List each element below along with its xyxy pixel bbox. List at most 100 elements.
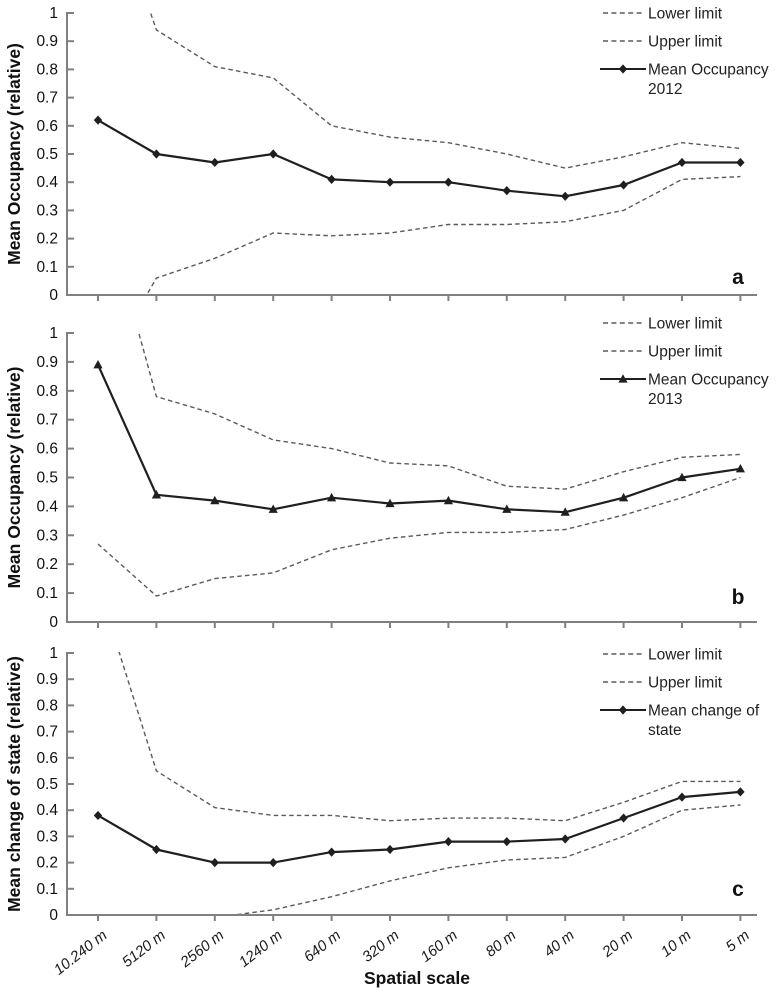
y-tick-label: 0.9 xyxy=(36,33,58,50)
panel-c-y-axis-title: Mean change of state (relative) xyxy=(4,656,24,912)
triangle-marker xyxy=(93,359,103,369)
y-tick-label: 0.1 xyxy=(36,585,58,602)
panel-letter-c: c xyxy=(732,878,744,901)
y-tick-label: 0.9 xyxy=(36,354,58,371)
legend-diamond-marker xyxy=(618,64,628,74)
diamond-marker xyxy=(269,149,278,159)
y-tick-label: 0.4 xyxy=(36,802,58,819)
y-tick-label: 0.3 xyxy=(36,202,58,219)
diamond-marker xyxy=(269,858,278,868)
y-tick-label: 0.2 xyxy=(36,855,58,872)
legend-triangle-marker xyxy=(618,374,628,383)
panel-c-legend-mean-change-of-state: Mean change of state xyxy=(600,703,760,739)
legend-label: Mean change of xyxy=(648,703,760,720)
y-tick-label: 0.3 xyxy=(36,527,58,544)
x-tick-label: 20 m xyxy=(599,927,637,962)
diamond-marker xyxy=(327,847,336,857)
panel-c-upper-limit-line xyxy=(118,652,741,822)
y-tick-label: 0.8 xyxy=(36,383,58,400)
y-tick-label: 0.6 xyxy=(36,118,58,135)
diamond-marker xyxy=(444,177,453,187)
panel-b-legend: Lower limit Upper limit Mean Occupancy 2013 xyxy=(600,316,769,408)
panel-b-legend-mean-occupancy-2013: Mean Occupancy 2013 xyxy=(600,372,769,408)
triangle-marker xyxy=(151,490,161,499)
x-tick-label: 5120 m xyxy=(119,927,169,971)
panel-b-y-axis-title: Mean Occupancy (relative) xyxy=(4,367,24,589)
legend-label: Upper limit xyxy=(648,675,723,692)
triangle-marker xyxy=(385,498,395,508)
legend-label: Upper limit xyxy=(648,34,723,51)
panel-c-lower-limit-line xyxy=(221,804,741,916)
diamond-marker xyxy=(152,844,161,855)
panel-a-upper-limit-line xyxy=(149,12,741,169)
panel-b: 1 0.9 0.8 0.7 0.6 0.5 0.4 0.3 0.2 0.1 0 Mean Occupa… xyxy=(4,316,769,632)
diamond-marker xyxy=(385,177,395,187)
diamond-marker xyxy=(561,191,570,201)
panel-c-mean-markers xyxy=(93,787,745,868)
panel-a-legend-lower-limit: Lower limit xyxy=(603,6,723,23)
y-tick-label: 0 xyxy=(49,287,58,304)
x-tick-label: 1240 m xyxy=(236,927,286,971)
panel-c-y-tick-labels: 1 0.9 0.8 0.7 0.6 0.5 0.4 0.3 0.2 0.1 0 xyxy=(36,645,58,924)
legend-label: Lower limit xyxy=(648,316,723,333)
diamond-marker xyxy=(677,792,687,802)
legend-label: Lower limit xyxy=(648,647,723,664)
x-axis-title: Spatial scale xyxy=(364,968,470,988)
y-tick-label: 0.2 xyxy=(36,556,58,573)
diamond-marker xyxy=(619,813,628,823)
triangle-marker xyxy=(502,504,512,513)
panel-b-upper-limit-line xyxy=(137,332,741,490)
panel-a-mean-markers xyxy=(93,115,745,201)
panel-a-y-axis-title: Mean Occupancy (relative) xyxy=(4,43,24,265)
diamond-marker xyxy=(736,157,745,168)
panel-a-lower-limit-line xyxy=(145,175,741,296)
triangle-marker xyxy=(735,464,745,473)
diamond-marker xyxy=(502,186,511,196)
y-tick-label: 0.4 xyxy=(36,498,58,515)
panel-a-y-tick-labels: 1 0.9 0.8 0.7 0.6 0.5 0.4 0.3 0.2 0.1 0 xyxy=(36,5,58,304)
triangle-marker xyxy=(210,495,220,505)
y-tick-label: 0.2 xyxy=(36,231,58,248)
triangle-marker xyxy=(560,507,570,516)
x-tick-label: 2560 m xyxy=(177,927,228,972)
diamond-marker xyxy=(152,149,161,159)
x-tick-label: 320 m xyxy=(359,927,402,966)
panel-b-legend-upper-limit: Upper limit xyxy=(603,344,723,361)
legend-label: 2012 xyxy=(648,81,682,98)
panel-b-y-axis xyxy=(66,332,74,623)
legend-label: Lower limit xyxy=(648,6,723,23)
triangle-marker xyxy=(619,492,629,502)
y-tick-label: 0.5 xyxy=(36,470,58,487)
diamond-marker xyxy=(210,858,219,868)
diamond-marker xyxy=(502,837,511,847)
diamond-marker xyxy=(93,115,103,125)
x-tick-label: 10 m xyxy=(658,927,695,961)
y-tick-label: 0 xyxy=(49,907,58,924)
panel-c-legend-upper-limit: Upper limit xyxy=(603,675,723,692)
y-tick-label: 1 xyxy=(49,645,58,662)
panel-a-x-axis xyxy=(66,294,757,301)
y-tick-label: 0.8 xyxy=(36,697,58,714)
panel-b-y-tick-labels: 1 0.9 0.8 0.7 0.6 0.5 0.4 0.3 0.2 0.1 0 xyxy=(36,325,58,631)
x-tick-label: 160 m xyxy=(418,927,461,966)
panel-letter-b: b xyxy=(732,586,745,609)
panel-a-mean-line xyxy=(97,119,741,198)
panel-a-legend-mean-occupancy-2012: Mean Occupancy 2012 xyxy=(600,62,769,98)
x-tick-label: 10.240 m xyxy=(51,927,111,979)
y-tick-label: 0.1 xyxy=(36,259,58,276)
diamond-marker xyxy=(327,174,336,184)
legend-diamond-marker xyxy=(618,705,628,715)
panel-b-mean-markers xyxy=(93,359,745,516)
panel-letter-a: a xyxy=(732,266,744,289)
panel-c-y-axis xyxy=(66,652,74,916)
diamond-marker xyxy=(385,844,395,855)
diamond-marker xyxy=(93,810,103,821)
panel-c: 1 0.9 0.8 0.7 0.6 0.5 0.4 0.3 0.2 0.1 0 Mean change… xyxy=(4,645,760,924)
y-tick-label: 1 xyxy=(49,325,58,342)
y-tick-label: 0.5 xyxy=(36,146,58,163)
x-tick-label: 80 m xyxy=(483,927,520,961)
legend-label: 2013 xyxy=(648,391,682,408)
y-tick-label: 1 xyxy=(49,5,58,22)
